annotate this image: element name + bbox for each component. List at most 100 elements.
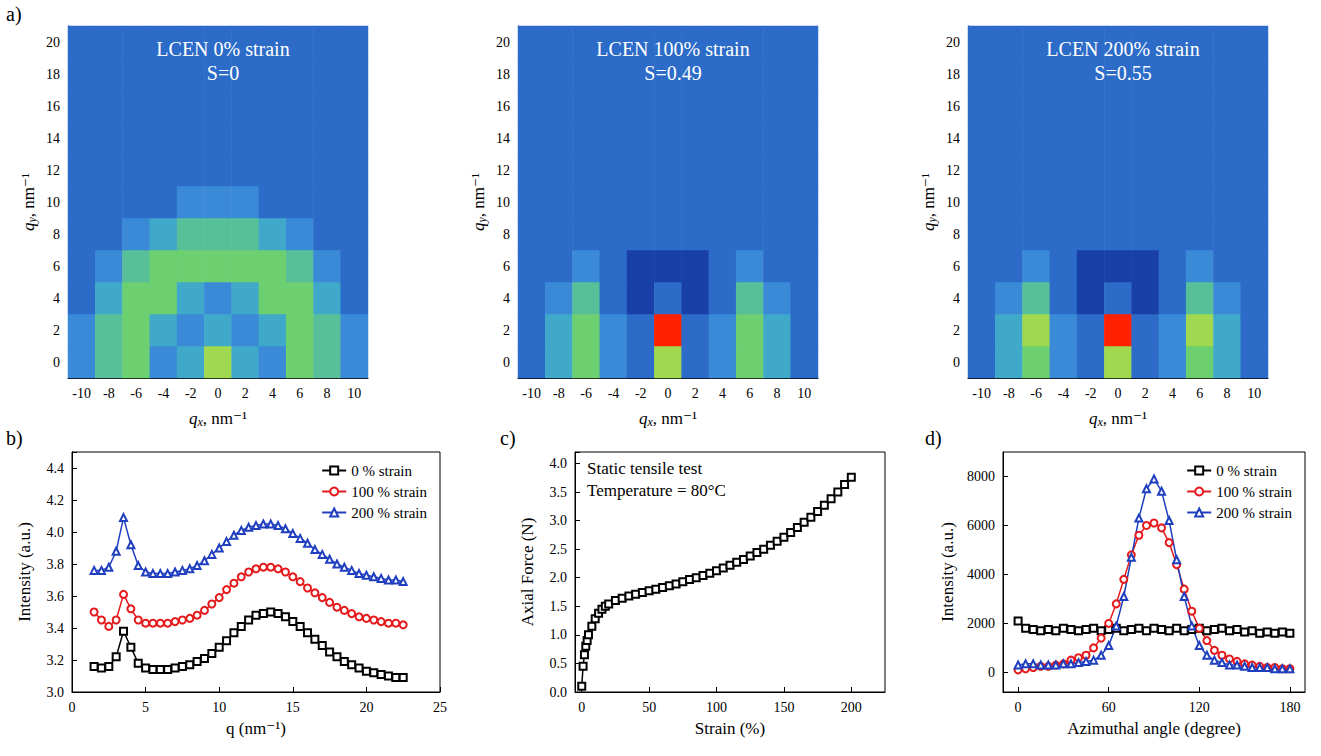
svg-text:3.4: 3.4 [47,621,65,636]
svg-text:0: 0 [578,700,585,715]
svg-text:10: 10 [946,195,960,210]
svg-text:0.5: 0.5 [550,656,568,671]
svg-text:18: 18 [496,67,510,82]
svg-text:-6: -6 [1030,386,1042,401]
svg-text:-2: -2 [1085,386,1097,401]
svg-text:5: 5 [142,700,149,715]
svg-text:-2: -2 [185,386,197,401]
svg-text:b): b) [6,427,23,450]
svg-text:10: 10 [797,386,811,401]
svg-text:-8: -8 [103,386,115,401]
svg-text:200 % strain: 200 % strain [1216,505,1292,521]
svg-text:8000: 8000 [967,469,995,484]
svg-text:2: 2 [1142,386,1149,401]
svg-text:4.0: 4.0 [47,525,65,540]
svg-text:2: 2 [692,386,699,401]
svg-text:8: 8 [53,227,60,242]
svg-text:2.0: 2.0 [550,570,568,585]
svg-text:3.8: 3.8 [47,557,65,572]
svg-text:4: 4 [1169,386,1176,401]
svg-text:1.5: 1.5 [550,599,568,614]
svg-text:150: 150 [773,700,794,715]
svg-text:14: 14 [946,131,960,146]
svg-text:2: 2 [242,386,249,401]
svg-text:Intensity (a.u.): Intensity (a.u.) [15,522,34,622]
svg-text:100 % strain: 100 % strain [1216,484,1292,500]
svg-text:0: 0 [953,355,960,370]
svg-text:0.0: 0.0 [550,685,568,700]
svg-text:15: 15 [286,700,300,715]
svg-text:2: 2 [953,323,960,338]
svg-text:, nm⁻¹: , nm⁻¹ [1103,409,1147,428]
svg-text:4: 4 [503,291,510,306]
svg-text:2: 2 [503,323,510,338]
svg-text:-8: -8 [553,386,565,401]
svg-text:a): a) [6,3,22,26]
svg-text:-2: -2 [635,386,647,401]
svg-text:LCEN 100% strain: LCEN 100% strain [596,38,749,60]
svg-text:8: 8 [774,386,781,401]
svg-text:3.5: 3.5 [550,485,568,500]
svg-text:Intensity (a.u.): Intensity (a.u.) [938,522,957,622]
svg-text:2000: 2000 [967,616,995,631]
svg-text:10: 10 [1247,386,1261,401]
svg-text:4000: 4000 [967,567,995,582]
svg-text:-10: -10 [972,386,991,401]
svg-text:6: 6 [953,259,960,274]
svg-text:16: 16 [46,99,60,114]
svg-text:4: 4 [719,386,726,401]
svg-text:LCEN 200% strain: LCEN 200% strain [1046,38,1199,60]
svg-text:16: 16 [946,99,960,114]
svg-text:0: 0 [215,386,222,401]
svg-text:-6: -6 [130,386,142,401]
svg-text:20: 20 [46,35,60,50]
svg-text:, nm⁻¹: , nm⁻¹ [203,409,247,428]
svg-text:6: 6 [503,259,510,274]
svg-text:Temperature = 80°C: Temperature = 80°C [587,481,726,500]
svg-text:c): c) [500,427,516,450]
svg-text:-6: -6 [580,386,592,401]
svg-text:3.6: 3.6 [47,589,65,604]
svg-text:8: 8 [1224,386,1231,401]
svg-text:3.0: 3.0 [550,513,568,528]
svg-text:, nm⁻¹: , nm⁻¹ [919,173,938,217]
svg-text:50: 50 [642,700,656,715]
svg-text:12: 12 [496,163,510,178]
svg-text:0: 0 [53,355,60,370]
svg-text:120: 120 [1189,700,1210,715]
svg-text:200 % strain: 200 % strain [351,505,427,521]
svg-text:12: 12 [946,163,960,178]
svg-text:6: 6 [746,386,753,401]
svg-text:2.5: 2.5 [550,542,568,557]
svg-text:60: 60 [1102,700,1116,715]
svg-text:200: 200 [841,700,862,715]
svg-text:6: 6 [1196,386,1203,401]
svg-text:0 % strain: 0 % strain [351,463,412,479]
svg-text:Azimuthal angle (degree): Azimuthal angle (degree) [1067,719,1241,738]
svg-text:100 % strain: 100 % strain [351,484,427,500]
svg-text:10: 10 [46,195,60,210]
svg-text:6000: 6000 [967,518,995,533]
svg-text:10: 10 [496,195,510,210]
svg-text:4: 4 [953,291,960,306]
svg-text:-4: -4 [158,386,170,401]
svg-text:Static tensile test: Static tensile test [587,459,702,478]
svg-text:-10: -10 [72,386,91,401]
svg-text:1.0: 1.0 [550,627,568,642]
svg-text:4.0: 4.0 [550,456,568,471]
svg-text:20: 20 [946,35,960,50]
svg-text:3.2: 3.2 [47,653,65,668]
svg-text:20: 20 [496,35,510,50]
svg-text:0: 0 [665,386,672,401]
svg-text:S=0: S=0 [207,62,239,84]
svg-text:8: 8 [324,386,331,401]
svg-text:8: 8 [953,227,960,242]
svg-text:-4: -4 [1058,386,1070,401]
svg-text:-10: -10 [522,386,541,401]
svg-text:0 % strain: 0 % strain [1216,463,1277,479]
svg-text:100: 100 [706,700,727,715]
svg-text:6: 6 [296,386,303,401]
svg-text:-4: -4 [608,386,620,401]
svg-text:12: 12 [46,163,60,178]
svg-text:18: 18 [46,67,60,82]
